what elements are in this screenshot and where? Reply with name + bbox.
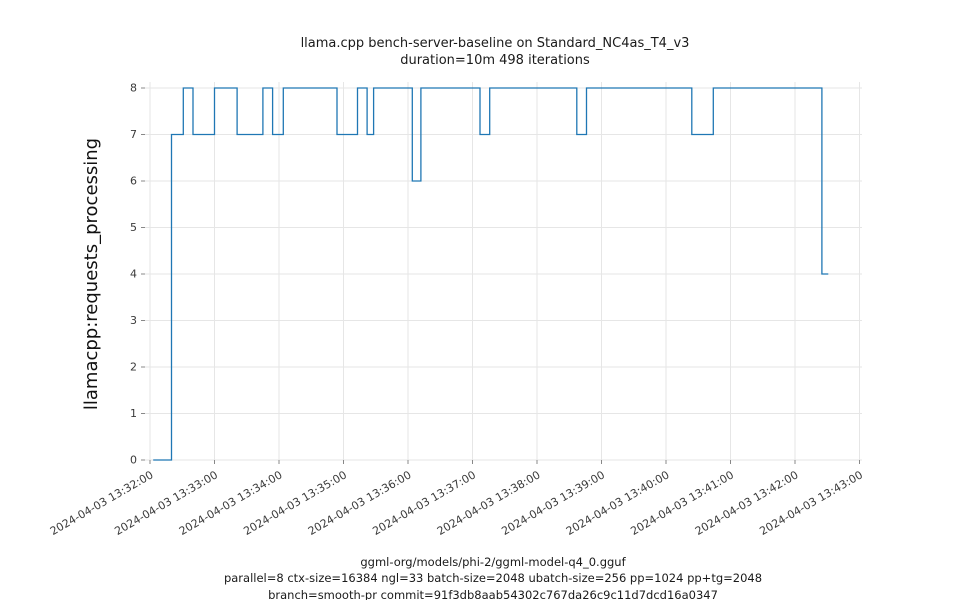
x-tick-label: 2024-04-03 13:39:00 (499, 468, 607, 538)
x-tick-label: 2024-04-03 13:38:00 (435, 468, 543, 538)
series-line (153, 87, 829, 461)
chart-title-line2: duration=10m 498 iterations (400, 53, 590, 68)
caption-line1: ggml-org/models/phi-2/ggml-model-q4_0.gg… (360, 555, 626, 569)
x-tick-label: 2024-04-03 13:37:00 (370, 468, 478, 538)
y-tick-label: 0 (130, 454, 137, 467)
x-tick-label: 2024-04-03 13:32:00 (48, 468, 156, 538)
y-tick-label: 5 (130, 221, 137, 234)
y-tick-label: 6 (130, 175, 137, 188)
chart-title-line1: llama.cpp bench-server-baseline on Stand… (301, 36, 690, 51)
caption-line3: branch=smooth-pr commit=91f3db8aab54302c… (268, 588, 718, 600)
x-tick-label: 2024-04-03 13:42:00 (693, 468, 801, 538)
grid-layer (145, 82, 862, 461)
x-tick-label: 2024-04-03 13:40:00 (564, 468, 672, 538)
y-tick-label: 4 (130, 268, 137, 281)
caption-line2: parallel=8 ctx-size=16384 ngl=33 batch-s… (224, 571, 762, 585)
x-tick-label: 2024-04-03 13:33:00 (112, 468, 220, 538)
tick-marks-layer (141, 87, 860, 464)
y-tick-label: 8 (130, 82, 137, 95)
y-tick-label: 1 (130, 407, 137, 420)
y-tick-label: 7 (130, 128, 137, 141)
y-axis-label: llamacpp:requests_processing (81, 138, 102, 410)
x-tick-label: 2024-04-03 13:36:00 (306, 468, 414, 538)
x-tick-label: 2024-04-03 13:34:00 (177, 468, 285, 538)
x-tick-label: 2024-04-03 13:41:00 (628, 468, 736, 538)
y-tick-label: 3 (130, 314, 137, 327)
x-tick-label: 2024-04-03 13:43:00 (757, 468, 865, 538)
series-layer (153, 87, 829, 461)
y-tick-label: 2 (130, 361, 137, 374)
x-tick-label: 2024-04-03 13:35:00 (241, 468, 349, 538)
